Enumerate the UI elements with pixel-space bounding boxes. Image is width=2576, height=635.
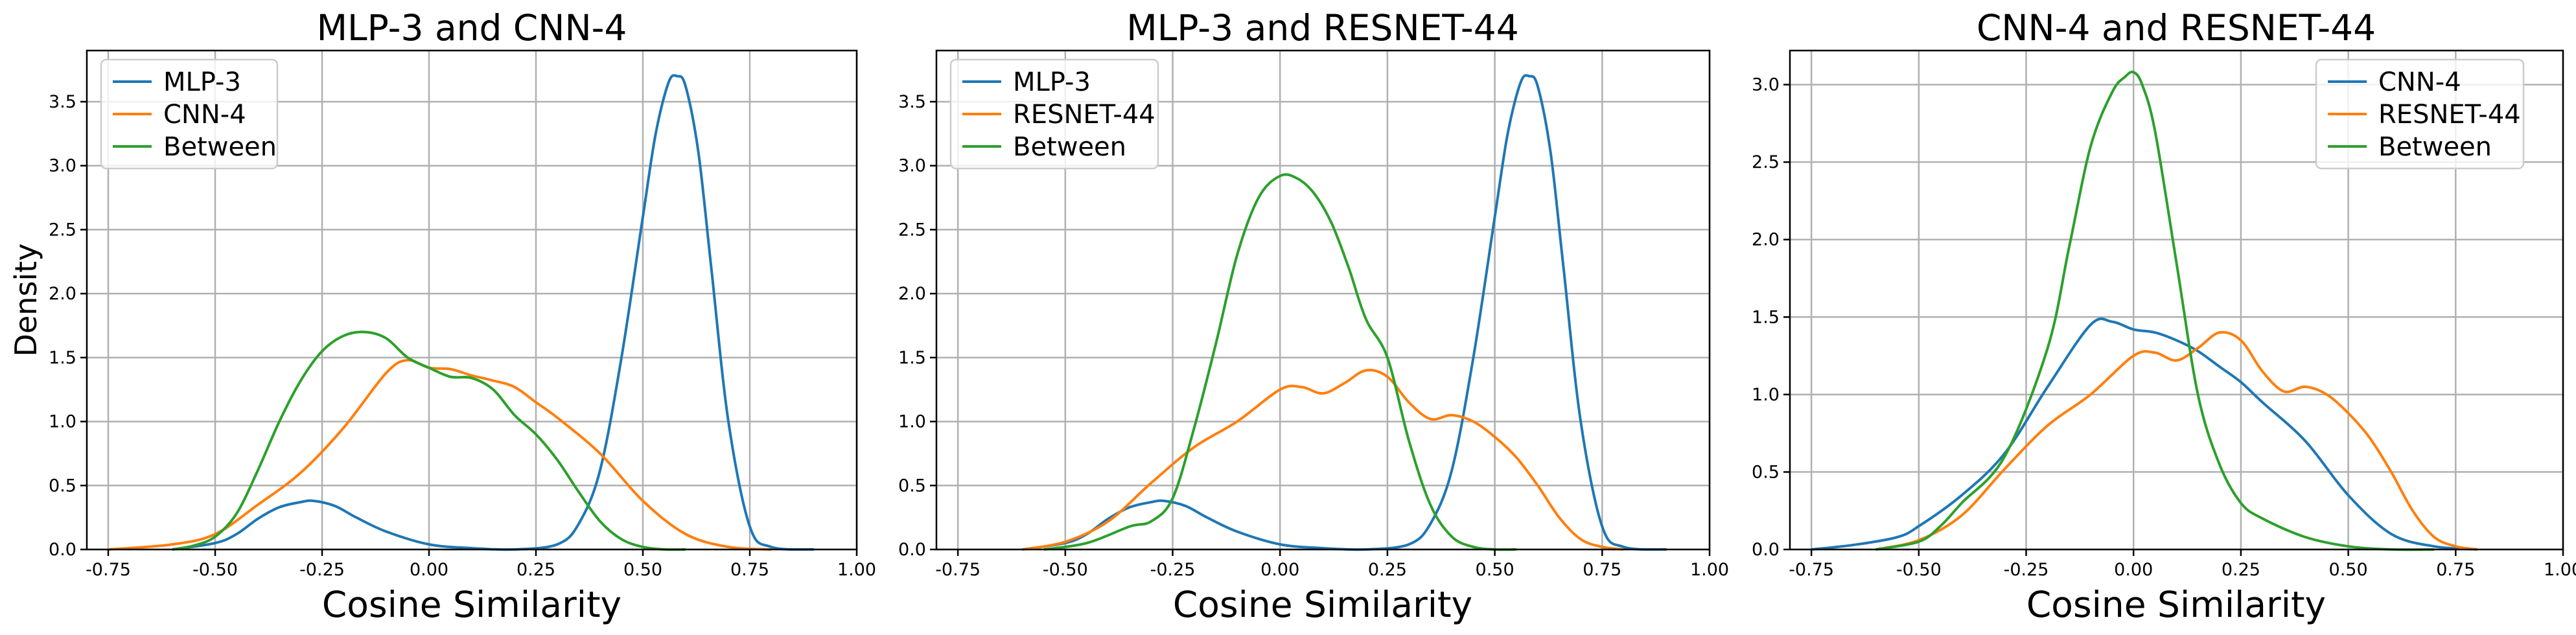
x-tick-label: 0.50 [1476, 560, 1514, 580]
y-tick-label: 3.5 [898, 92, 926, 112]
ticks: -0.75 -0.50 -0.25 0.00 0.25 0.50 0.75 1.00 0.0 0.… [49, 92, 876, 580]
y-tick-label: 2.0 [898, 284, 926, 304]
x-tick-label: -0.50 [1896, 560, 1942, 580]
y-tick-label: 0.5 [1752, 462, 1780, 482]
y-tick-label: 1.5 [1752, 307, 1780, 327]
y-tick-label: 2.0 [1752, 230, 1780, 250]
y-tick-label: 0.5 [898, 476, 926, 496]
y-tick-label: 2.0 [49, 284, 76, 304]
panel-1: MLP-3 and CNN-4 Cosine Similarity Densit… [8, 7, 876, 625]
x-tick-label: 0.25 [2222, 560, 2260, 580]
ticks: -0.75 -0.50 -0.25 0.00 0.25 0.50 0.75 1.00 0.0 0.… [898, 92, 1729, 580]
x-tick-label: 0.00 [410, 560, 448, 580]
y-tick-label: 1.5 [49, 348, 76, 368]
x-tick-label: 0.00 [2114, 560, 2153, 580]
y-tick-label: 0.0 [49, 540, 76, 560]
curves [108, 74, 815, 551]
legend-label-mlp-3: MLP-3 [1013, 67, 1091, 97]
x-tick-label: -0.75 [1789, 560, 1834, 580]
y-tick-label: 0.0 [898, 540, 926, 560]
legend-label-cnn-4: CNN-4 [163, 100, 246, 130]
x-tick-label: 1.00 [837, 560, 876, 580]
series-between-line [1043, 173, 1516, 551]
x-tick-label: 1.00 [1690, 560, 1729, 580]
panel-title: MLP-3 and CNN-4 [317, 7, 627, 49]
x-tick-label: 1.00 [2544, 560, 2576, 580]
series-cnn-4-line [108, 358, 772, 551]
x-axis-label: Cosine Similarity [322, 584, 621, 625]
plot-frame [935, 49, 1711, 551]
y-tick-label: 1.0 [898, 412, 926, 432]
series-between-line [172, 330, 686, 551]
y-tick-label: 3.0 [898, 156, 926, 176]
y-tick-label: 3.0 [49, 156, 76, 176]
y-tick-label: 3.5 [49, 92, 76, 112]
x-tick-label: -0.75 [86, 560, 131, 580]
y-axis-label: Density [8, 244, 43, 357]
plot-frame [1789, 49, 2564, 551]
panel-3: CNN-4 and RESNET-44 Cosine Similarity -0… [1752, 7, 2576, 625]
legend-label-between: Between [163, 132, 277, 162]
x-tick-label: 0.50 [2329, 560, 2368, 580]
legend-label-mlp-3: MLP-3 [163, 67, 241, 97]
y-tick-label: 2.5 [1752, 152, 1780, 172]
y-tick-label: 3.0 [1752, 75, 1780, 95]
x-tick-label: -0.50 [1043, 560, 1088, 580]
y-tick-label: 2.5 [49, 220, 76, 240]
curves [1811, 71, 2477, 551]
x-tick-label: 0.25 [1368, 560, 1407, 580]
legend-label-cnn-4: CNN-4 [2378, 67, 2461, 97]
curves [1022, 74, 1667, 551]
x-tick-label: 0.75 [730, 560, 769, 580]
legend-label-resnet-44: RESNET-44 [1013, 100, 1155, 130]
series-resnet-44-line [1875, 330, 2477, 551]
plot-frame [86, 49, 858, 551]
x-tick-label: -0.25 [2004, 560, 2049, 580]
legend-label-resnet-44: RESNET-44 [2378, 100, 2521, 130]
y-tick-label: 0.5 [49, 476, 76, 496]
x-tick-label: 0.75 [1583, 560, 1621, 580]
x-axis-label: Cosine Similarity [1173, 584, 1472, 625]
series-mlp-3-line [1022, 74, 1667, 551]
legend-frame [2315, 58, 2525, 170]
x-tick-label: -0.75 [935, 560, 981, 580]
legend-frame [949, 58, 1159, 170]
x-axis-label: Cosine Similarity [2026, 584, 2326, 625]
x-tick-label: -0.25 [1150, 560, 1196, 580]
y-tick-label: 2.5 [898, 220, 926, 240]
ticks: -0.75 -0.50 -0.25 0.00 0.25 0.50 0.75 1.00 0.0 0.… [1752, 75, 2576, 580]
legend-label-between: Between [1013, 132, 1126, 162]
legend-label-between: Between [2378, 132, 2492, 162]
x-tick-label: 0.50 [623, 560, 662, 580]
x-tick-label: 0.75 [2436, 560, 2475, 580]
series-mlp-3-line [172, 74, 815, 551]
y-tick-label: 1.0 [1752, 385, 1780, 405]
x-tick-label: 0.00 [1260, 560, 1299, 580]
series-between-line [1875, 71, 2435, 551]
x-tick-label: 0.25 [516, 560, 555, 580]
x-tick-label: -0.50 [192, 560, 238, 580]
legend-frame [100, 58, 279, 170]
x-tick-label: -0.25 [299, 560, 345, 580]
panel-title: CNN-4 and RESNET-44 [1977, 7, 2376, 49]
panel-title: MLP-3 and RESNET-44 [1126, 7, 1518, 49]
panel-2: MLP-3 and RESNET-44 Cosine Similarity -0… [898, 7, 1729, 625]
series-cnn-4-line [1811, 318, 2477, 551]
y-tick-label: 1.5 [898, 348, 926, 368]
y-tick-label: 1.0 [49, 412, 76, 432]
y-tick-label: 0.0 [1752, 540, 1780, 560]
series-resnet-44-line [1022, 369, 1624, 551]
